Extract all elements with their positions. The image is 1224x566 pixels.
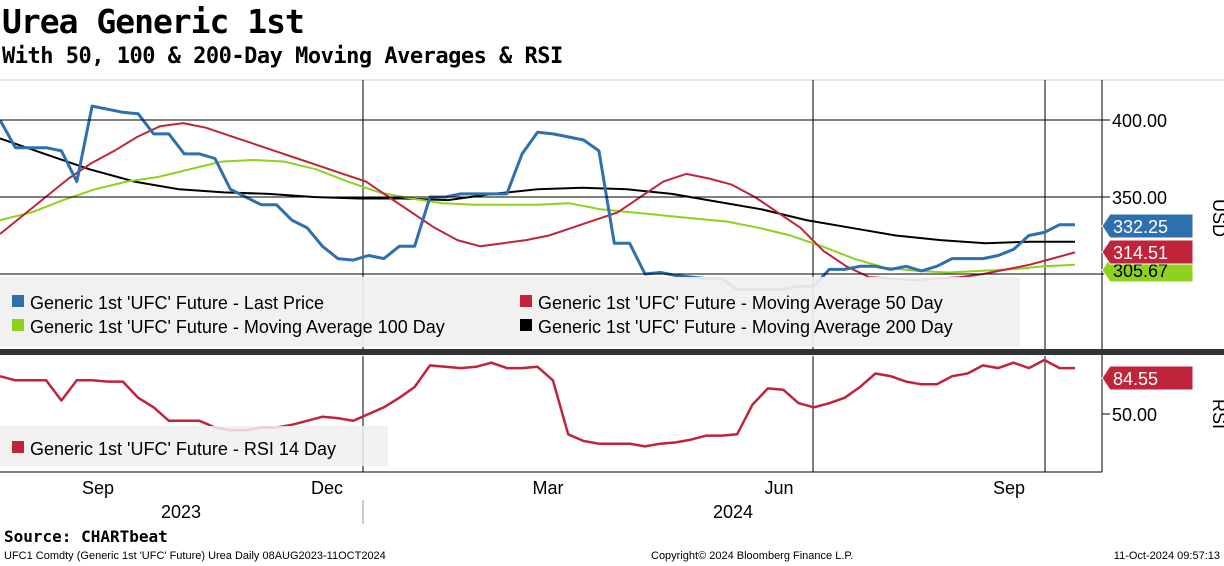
x-year-label-0: 2023 [161,502,201,522]
footer-center: Copyright© 2024 Bloomberg Finance L.P. [651,550,854,562]
last-value-tag-ma50 [1101,239,1194,265]
x-month-label-0: Sep [82,478,114,498]
series-line-ma100 [0,159,1076,274]
series-line-price [0,104,1075,291]
chart-subtitle: With 50, 100 & 200-Day Moving Averages &… [2,44,563,69]
legend-swatch-ma50 [520,295,532,307]
panel-divider[interactable] [0,349,1224,355]
last-value-label-rsi: 84.55 [1113,369,1158,389]
x-axis: Sep Dec Mar Jun Sep 2023 2024 [82,478,1025,522]
last-value-tag-price [1101,213,1194,239]
legend-label-ma200: Generic 1st 'UFC' Future - Moving Averag… [538,317,953,337]
legend-swatch-ma100 [12,319,24,331]
last-value-tags: 305.67 332.25 314.51 84.55 [1101,213,1194,391]
legend-box [0,277,1020,347]
series-line-ma50 [0,122,1076,282]
legend-swatch-price [12,295,24,307]
last-value-label-ma100: 305.67 [1113,261,1168,281]
legend-label-ma100: Generic 1st 'UFC' Future - Moving Averag… [30,317,445,337]
price-panel [0,104,1076,291]
legend-label-price: Generic 1st 'UFC' Future - Last Price [30,293,324,313]
last-value-label-ma50: 314.51 [1113,243,1168,263]
x-month-label-1: Dec [311,478,343,498]
y-tick-label-1: 350.00 [1112,188,1167,208]
rsi-panel [0,358,1075,448]
source-note: Source: CHARTbeat [4,527,168,546]
rsi-legend-box [0,426,388,466]
footer-left: UFC1 Comdty (Generic 1st 'UFC' Future) U… [4,550,386,562]
y-axis-title-usd: USD [1209,199,1224,237]
x-month-label-4: Sep [993,478,1025,498]
last-value-tag-rsi [1101,365,1194,391]
y-axis-title-rsi: RSI [1209,399,1224,429]
legend-swatch-rsi [12,441,24,453]
legend-label-ma50: Generic 1st 'UFC' Future - Moving Averag… [538,293,943,313]
legend-label-rsi: Generic 1st 'UFC' Future - RSI 14 Day [30,439,336,459]
y-tick-label-0: 400.00 [1112,111,1167,131]
legend-swatch-ma200 [520,319,532,331]
chart-title: Urea Generic 1st [2,2,305,41]
series-line-ma200 [0,137,1075,245]
last-value-label-price: 332.25 [1113,217,1168,237]
x-month-label-3: Jun [764,478,793,498]
footer-right: 11-Oct-2024 09:57:13 [1113,550,1220,562]
vertical-gridlines [362,80,1046,472]
x-month-label-2: Mar [533,478,564,498]
series-line-rsi [0,358,1075,448]
x-year-label-1: 2024 [713,502,753,522]
rsi-y-tick-label-0: 50.00 [1112,405,1157,425]
